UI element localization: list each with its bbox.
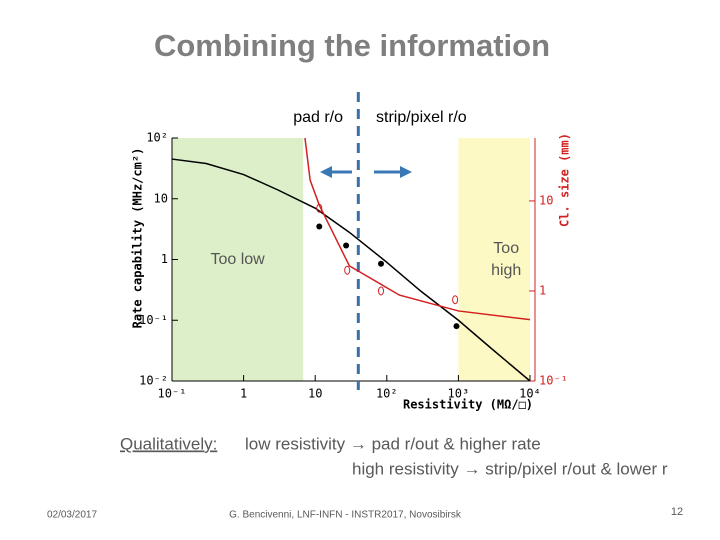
x-tick-label: 10⁻¹ (158, 387, 187, 401)
arrow-head (400, 166, 412, 178)
x-tick-label: 10² (376, 387, 398, 401)
region (458, 138, 530, 381)
data-point (378, 260, 385, 267)
y-tick-label: 1 (161, 252, 168, 266)
qualifier: Qualitatively: (120, 434, 217, 453)
curve (171, 158, 531, 382)
y-axis-title: Rate capability (MHz/cm²) (131, 148, 145, 329)
region (172, 138, 304, 381)
y2-tick-label: 10⁻¹ (539, 374, 568, 388)
y-tick-label: 10² (146, 131, 168, 145)
y2-tick-label: 10 (539, 193, 553, 207)
data-point (453, 323, 460, 330)
footer-credit: G. Bencivenni, LNF-INFN - INSTR2017, Nov… (229, 510, 462, 521)
region-label: Too low (210, 251, 265, 268)
text-line: high resistivity → strip/pixel r/out & l… (352, 459, 668, 478)
y2-tick-label: 1 (539, 283, 546, 297)
data-point (378, 286, 385, 296)
y-tick-label: 10⁻¹ (139, 313, 168, 327)
strip-label: strip/pixel r/o (376, 109, 467, 126)
x-tick-label: 10³ (448, 387, 470, 401)
plot: Too low Too high 10⁻¹ 1 10 10² 10³ 10⁴ 10² 10 1 10⁻¹… (131, 92, 572, 412)
region-label: Too high (491, 240, 521, 279)
data-point (344, 265, 351, 275)
data-point (343, 242, 350, 249)
footer-date: 02/03/2017 (47, 510, 97, 521)
text-line: low resistivity → pad r/out & higher rat… (245, 434, 541, 453)
y2-axis-title: Cl. size (mm) (558, 133, 572, 227)
arrow-head (320, 166, 332, 178)
x-axis-title: Resistivity (MΩ/□) (403, 398, 533, 412)
pad-label: pad r/o (293, 109, 343, 126)
data-point (316, 223, 323, 230)
data-point (452, 295, 459, 305)
arrows (320, 166, 412, 178)
curve (304, 137, 531, 321)
x-tick-label: 10 (308, 387, 322, 401)
page-number: 12 (671, 506, 683, 518)
x-tick-label: 1 (240, 387, 247, 401)
slide-title: Combining the information (154, 28, 550, 63)
x-tick-label: 10⁴ (519, 387, 541, 401)
y-tick-label: 10⁻² (139, 374, 168, 388)
data-point (316, 203, 323, 213)
y-tick-label: 10 (154, 191, 168, 205)
